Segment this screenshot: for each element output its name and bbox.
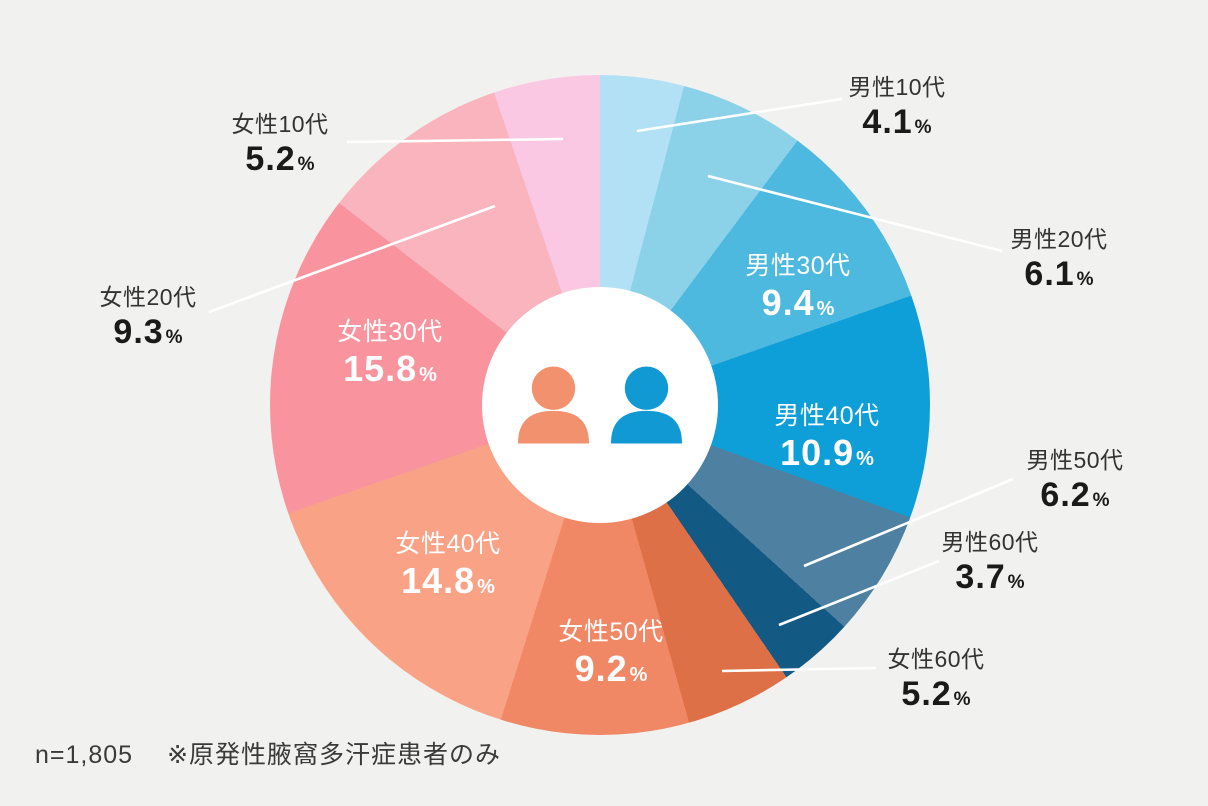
label-value: 5.2% bbox=[901, 675, 971, 713]
footer-note: n=1,805 ※原発性腋窩多汗症患者のみ bbox=[35, 735, 501, 771]
label-value: 9.3% bbox=[113, 313, 183, 351]
label-male-10s: 男性10代 4.1% bbox=[848, 68, 945, 139]
female-person-icon bbox=[517, 366, 590, 444]
label-name: 男性30代 bbox=[745, 252, 851, 280]
label-female-10s: 女性10代 5.2% bbox=[231, 105, 328, 176]
label-value: 6.2% bbox=[1040, 476, 1110, 514]
label-male-20s: 男性20代 6.1% bbox=[1010, 220, 1107, 291]
label-name: 男性10代 bbox=[848, 74, 946, 100]
label-name: 女性50代 bbox=[558, 618, 664, 646]
label-female-50s: 女性50代 9.2% bbox=[558, 612, 663, 687]
label-male-30s: 男性30代 9.4% bbox=[745, 246, 850, 321]
label-male-60s: 男性60代 3.7% bbox=[941, 523, 1038, 594]
label-name: 女性30代 bbox=[337, 318, 443, 346]
label-value: 9.4% bbox=[761, 282, 835, 323]
label-male-40s: 男性40代 10.9% bbox=[774, 396, 879, 471]
label-female-60s: 女性60代 5.2% bbox=[887, 640, 984, 711]
label-value: 6.1% bbox=[1024, 255, 1094, 293]
label-name: 男性60代 bbox=[941, 529, 1039, 555]
sample-size: n=1,805 bbox=[35, 741, 134, 769]
label-female-30s: 女性30代 15.8% bbox=[337, 312, 442, 387]
label-value: 3.7% bbox=[955, 558, 1025, 596]
label-value: 10.9% bbox=[780, 432, 874, 473]
population-note: ※原発性腋窩多汗症患者のみ bbox=[167, 741, 502, 769]
label-name: 男性20代 bbox=[1010, 226, 1108, 252]
label-value: 9.2% bbox=[574, 648, 648, 689]
label-value: 5.2% bbox=[245, 140, 315, 178]
label-name: 女性10代 bbox=[231, 111, 329, 137]
label-name: 男性50代 bbox=[1026, 447, 1124, 473]
label-name: 女性40代 bbox=[395, 530, 501, 558]
label-value: 15.8% bbox=[343, 348, 437, 389]
label-female-40s: 女性40代 14.8% bbox=[395, 524, 500, 599]
donut-center bbox=[482, 287, 718, 523]
label-name: 女性20代 bbox=[99, 284, 197, 310]
label-value: 4.1% bbox=[862, 103, 932, 141]
label-name: 女性60代 bbox=[887, 646, 985, 672]
label-value: 14.8% bbox=[401, 560, 495, 601]
label-name: 男性40代 bbox=[774, 402, 880, 430]
label-female-20s: 女性20代 9.3% bbox=[99, 278, 196, 349]
male-person-icon bbox=[610, 366, 683, 444]
label-male-50s: 男性50代 6.2% bbox=[1026, 441, 1123, 512]
